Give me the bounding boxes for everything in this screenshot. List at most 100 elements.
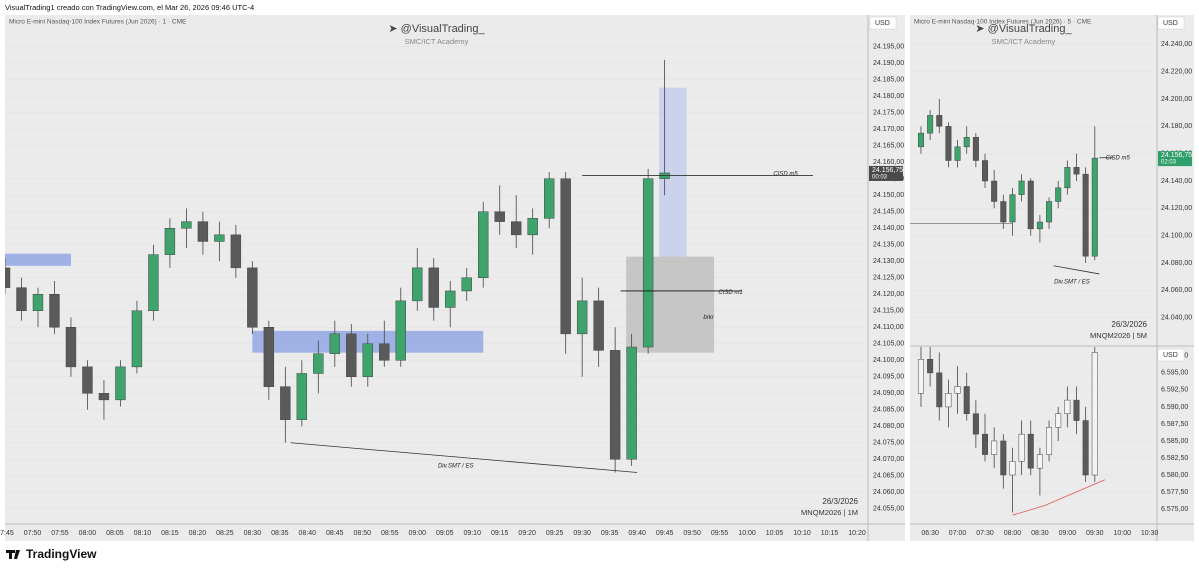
candle-body [445, 290, 456, 308]
candle-body [230, 234, 242, 269]
y-tick-label: 24.110,00 [873, 324, 904, 331]
x-tick-label: 09:05 [436, 530, 454, 537]
logo [6, 550, 20, 559]
y-tick-label: 6.580,00 [1161, 472, 1188, 479]
x-tick-label: 09:50 [683, 530, 701, 537]
candle-body [963, 386, 970, 414]
date-label: 26/3/2026 [822, 497, 858, 506]
candle-body [478, 211, 489, 279]
date-label: 26/3/2026 [1111, 320, 1147, 329]
watermark: ➤ @VisualTrading_ [388, 23, 485, 35]
candle-body [954, 146, 961, 161]
y-tick-label: 24.095,00 [873, 374, 904, 381]
currency-box [1157, 348, 1185, 362]
y-tick-label: 24.125,00 [873, 275, 904, 282]
candle-body [560, 178, 571, 335]
x-tick-label: 08:40 [299, 530, 317, 537]
candle-body [1091, 157, 1098, 257]
candle-body [917, 132, 924, 148]
candle-body [115, 366, 126, 401]
x-tick-label: 09:00 [1059, 530, 1077, 537]
y-tick-label: 24.040,00 [1161, 315, 1192, 322]
x-tick-label: 09:40 [628, 530, 646, 537]
x-tick-label: 09:10 [463, 530, 481, 537]
y-tick-label: 24.195,00 [873, 44, 904, 51]
y-tick-label: 24.145,00 [873, 209, 904, 216]
x-tick-label: 09:25 [546, 530, 564, 537]
candle-body [945, 126, 952, 161]
y-tick-label: 24.180,00 [873, 93, 904, 100]
annotation: Div.SMT / ES [438, 463, 474, 469]
watermark-sub: SMC/ICT Academy [405, 37, 469, 46]
candle-body [1036, 221, 1043, 230]
y-tick-label: 24.090,00 [873, 390, 904, 397]
y-tick-label: 24.055,00 [873, 506, 904, 513]
candle-body [1082, 173, 1089, 257]
x-tick-label: 07:50 [24, 530, 42, 537]
x-tick-label: 09:00 [408, 530, 426, 537]
candle-body [936, 372, 943, 408]
candle-body [1027, 433, 1034, 469]
y-tick-label: 24.100,00 [1161, 233, 1192, 240]
candle-body [1073, 399, 1080, 421]
candle-body [936, 115, 943, 127]
candle-body [412, 267, 423, 302]
y-tick-label: 24.240,00 [1161, 41, 1192, 48]
y-tick-label: 24.100,00 [873, 357, 904, 364]
y-tick-label: 6.595,00 [1161, 370, 1188, 377]
candle-body [982, 433, 989, 455]
x-tick-label: 08:20 [189, 530, 207, 537]
candle-body [494, 211, 505, 222]
candle-body [280, 386, 291, 420]
annotation: brkr [703, 315, 714, 321]
x-tick-label: 08:30 [244, 530, 262, 537]
plot: CISD m5 Div.SMT / ES [910, 44, 1157, 318]
y-tick-label: 24.120,00 [873, 291, 904, 298]
candle-body [927, 115, 934, 134]
x-tick-label: 09:30 [1086, 530, 1104, 537]
currency-box [869, 16, 897, 30]
x-tick-label: 07:55 [51, 530, 69, 537]
candle-body [963, 137, 970, 148]
y-tick-label: 24.070,00 [873, 456, 904, 463]
y-tick-label: 24.180,00 [1161, 123, 1192, 130]
x-tick-label: 06:30 [921, 530, 939, 537]
x-tick-label: 10:05 [766, 530, 784, 537]
candle-body [991, 180, 998, 202]
x-tick-label: 08:55 [381, 530, 399, 537]
candle-body [1000, 201, 1007, 223]
candle-body [527, 218, 538, 236]
candle-body [609, 350, 621, 460]
y-tick-label: 24.200,00 [1161, 96, 1192, 103]
annotation: CISD m5 [773, 171, 798, 177]
y-tick-label: 24.175,00 [873, 110, 904, 117]
candle-body [329, 333, 341, 354]
candle-body [1082, 420, 1089, 476]
y-tick-label: 6.582,50 [1161, 455, 1188, 462]
y-tick-label: 24.130,00 [873, 258, 904, 265]
x-tick-label: 08:25 [216, 530, 234, 537]
candle-body [428, 267, 439, 308]
candle-body [263, 327, 275, 387]
x-tick-label: 07:45 [0, 530, 14, 537]
chart-title: Micro E-mini Nasdaq-100 Index Futures (J… [914, 19, 1092, 26]
candle-body [1009, 461, 1016, 476]
candle-body [927, 359, 934, 374]
plot: CISD m5 CISD m1 brkr Div.SMT / ES [5, 46, 868, 510]
trend-line [1012, 479, 1106, 516]
candle-body [991, 440, 998, 455]
candle-body [576, 300, 588, 335]
candle-body [1027, 180, 1034, 230]
candle-body [98, 393, 110, 401]
candle-body [1091, 352, 1098, 476]
x-tick-label: 07:30 [976, 530, 994, 537]
y-tick-label: 6.590,00 [1161, 404, 1188, 411]
y-tick-label: 24.115,00 [873, 308, 904, 315]
candle-body [346, 333, 357, 378]
x-tick-label: 09:45 [656, 530, 674, 537]
y-tick-label: 6.585,00 [1161, 438, 1188, 445]
candle-body [148, 254, 159, 312]
y-tick-label: 24.120,00 [1161, 205, 1192, 212]
candle-body [511, 221, 522, 236]
candle-body [1055, 413, 1062, 428]
